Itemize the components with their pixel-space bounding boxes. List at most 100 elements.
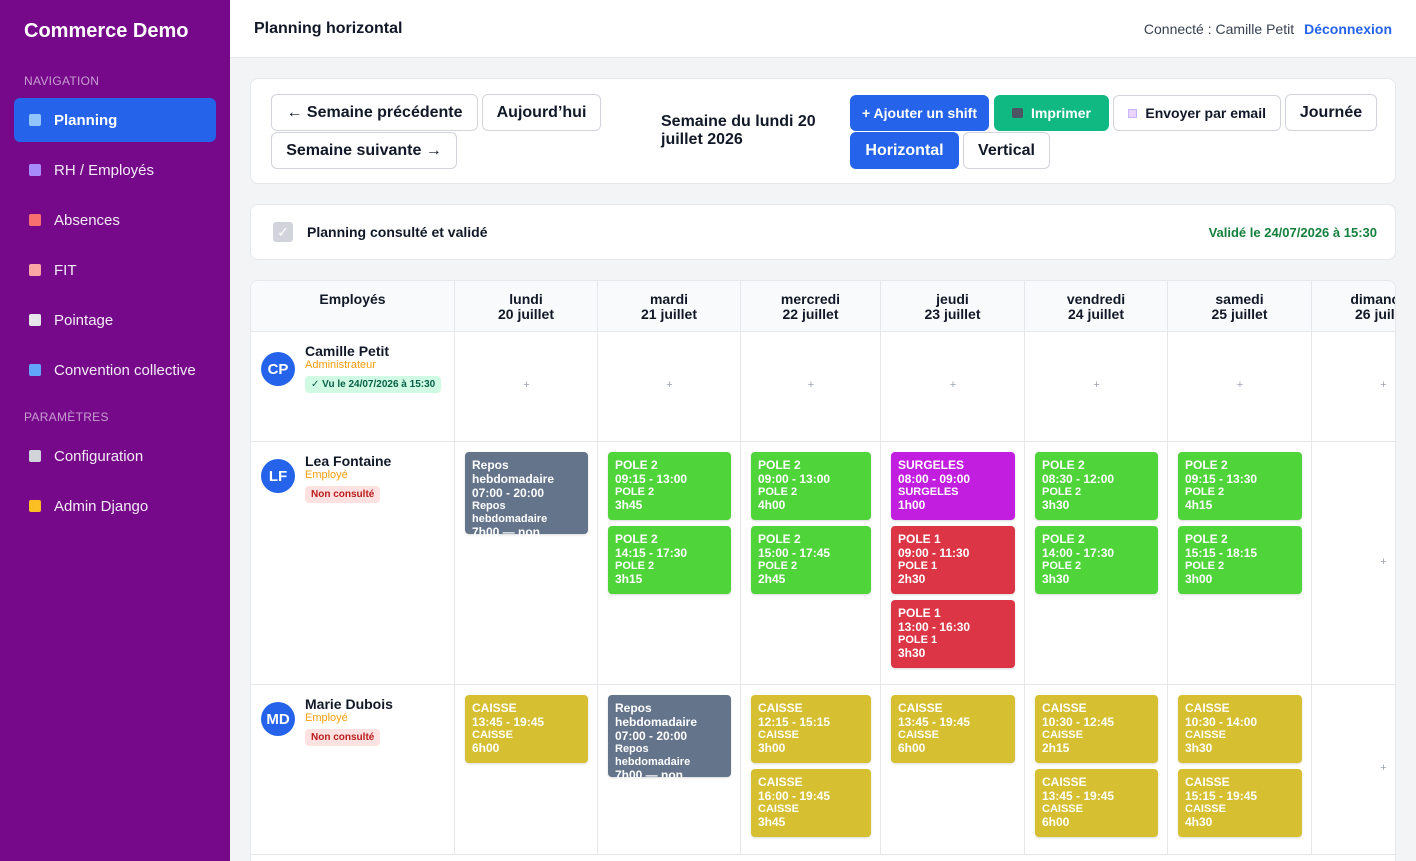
shift-time: 12:15 - 15:15 [758, 715, 831, 729]
shift-title: POLE 2 [615, 458, 658, 472]
day-cell[interactable]: POLE 2 09:15 - 13:00 POLE 2 3h45 POLE 2 14:15… [598, 442, 741, 684]
grid-header-row: Employés lundi 20 juillet mardi 21 juillet me… [251, 281, 1395, 332]
print-button[interactable]: Imprimer [994, 95, 1109, 131]
shift-card[interactable]: POLE 1 13:00 - 16:30 POLE 1 3h30 [891, 600, 1015, 668]
day-cell[interactable]: + [598, 332, 741, 441]
shift-duration: 4h00 [758, 498, 786, 512]
shift-card[interactable]: POLE 2 15:00 - 17:45 POLE 2 2h45 [751, 526, 871, 594]
add-shift-plus[interactable]: + [666, 379, 673, 391]
day-cell[interactable]: + [1025, 332, 1168, 441]
shift-card[interactable]: CAISSE 13:45 - 19:45 CAISSE 6h00 [1035, 769, 1158, 837]
shift-card[interactable]: CAISSE 10:30 - 12:45 CAISSE 2h15 [1035, 695, 1158, 763]
shift-post: POLE 2 [615, 560, 655, 572]
shift-post: POLE 1 [898, 634, 938, 646]
shift-card[interactable]: CAISSE 10:30 - 14:00 CAISSE 3h30 [1178, 695, 1302, 763]
shift-card[interactable]: CAISSE 13:45 - 19:45 CAISSE 6h00 [891, 695, 1015, 763]
validated-checkbox[interactable]: ✓ [273, 222, 293, 242]
shift-card[interactable]: SURGELES 08:00 - 09:00 SURGELES 1h00 [891, 452, 1015, 520]
shift-duration: 4h30 [1185, 815, 1213, 829]
sidebar-item-planning[interactable]: Planning [14, 98, 216, 142]
previous-week-button[interactable]: ← Semaine précédente [271, 94, 478, 131]
logout-link[interactable]: Déconnexion [1304, 20, 1392, 37]
day-cell[interactable]: + [881, 332, 1025, 441]
shift-card[interactable]: POLE 2 14:15 - 17:30 POLE 2 3h15 [608, 526, 731, 594]
day-view-button[interactable]: Journée [1285, 94, 1377, 131]
shift-duration: 3h15 [615, 572, 643, 586]
avatar: CP [261, 352, 295, 386]
shift-card[interactable]: POLE 1 09:00 - 11:30 POLE 1 2h30 [891, 526, 1015, 594]
shift-post: POLE 2 [1185, 486, 1225, 498]
add-shift-plus[interactable]: + [1380, 379, 1387, 391]
shift-card[interactable]: POLE 2 09:15 - 13:00 POLE 2 3h45 [608, 452, 731, 520]
day-cell[interactable]: POLE 2 09:15 - 13:30 POLE 2 4h15 POLE 2 15:15… [1168, 442, 1312, 684]
day-cell[interactable]: Repos hebdomadaire 07:00 - 20:00 Repos heb… [598, 685, 741, 854]
sidebar-item-rh-employ-s[interactable]: RH / Employés [14, 148, 216, 192]
shift-card[interactable]: CAISSE 12:15 - 15:15 CAISSE 3h00 [751, 695, 871, 763]
day-cell[interactable]: + [1168, 332, 1312, 441]
day-header: lundi 20 juillet [455, 281, 598, 332]
shift-time: 08:30 - 12:00 [1042, 472, 1115, 486]
shift-card[interactable]: Repos hebdomadaire 07:00 - 20:00 Repos heb… [465, 452, 588, 552]
shift-duration: 3h30 [1042, 572, 1070, 586]
shift-card[interactable]: POLE 2 14:00 - 17:30 POLE 2 3h30 [1035, 526, 1158, 594]
shift-card[interactable]: POLE 2 08:30 - 12:00 POLE 2 3h30 [1035, 452, 1158, 520]
day-cell[interactable]: CAISSE 10:30 - 12:45 CAISSE 2h15 CAISSE 13:45… [1025, 685, 1168, 854]
today-button[interactable]: Aujourd’hui [482, 94, 601, 131]
email-button[interactable]: Envoyer par email [1113, 95, 1281, 131]
shift-card[interactable]: CAISSE 15:15 - 19:45 CAISSE 4h30 [1178, 769, 1302, 837]
shift-card[interactable]: Repos hebdomadaire 07:00 - 20:00 Repos heb… [608, 695, 731, 795]
shift-post: POLE 1 [898, 560, 938, 572]
day-cell[interactable]: CAISSE 10:30 - 14:00 CAISSE 3h30 CAISSE 15:15… [1168, 685, 1312, 854]
shift-post: CAISSE [758, 803, 799, 815]
nav-list: Planning RH / Employés Absences FIT Pointage… [0, 88, 230, 392]
horizontal-view-button[interactable]: Horizontal [850, 132, 959, 169]
day-cell[interactable]: POLE 2 08:30 - 12:00 POLE 2 3h30 POLE 2 14:00… [1025, 442, 1168, 684]
people-icon [28, 163, 42, 177]
shift-card[interactable]: CAISSE 16:00 - 19:45 CAISSE 3h45 [751, 769, 871, 837]
shift-card[interactable]: CAISSE 13:45 - 19:45 CAISSE 6h00 [465, 695, 588, 763]
day-cell[interactable]: + [1312, 685, 1395, 854]
add-shift-button[interactable]: + Ajouter un shift [850, 95, 989, 131]
sidebar-item-fit[interactable]: FIT [14, 248, 216, 292]
add-shift-plus[interactable]: + [807, 379, 815, 391]
shift-title: CAISSE [1042, 701, 1087, 715]
shift-card[interactable]: POLE 2 09:00 - 13:00 POLE 2 4h00 [751, 452, 871, 520]
add-shift-plus[interactable]: + [1380, 555, 1387, 568]
shift-post: CAISSE [472, 729, 513, 741]
day-cell[interactable]: + [741, 332, 881, 441]
day-date: 26 juillet [1354, 306, 1395, 322]
day-cell[interactable]: CAISSE 13:45 - 19:45 CAISSE 6h00 [455, 685, 598, 854]
day-cell[interactable]: POLE 2 09:00 - 13:00 POLE 2 4h00 POLE 2 15:00… [741, 442, 881, 684]
add-shift-plus[interactable]: + [523, 379, 530, 391]
day-cell[interactable]: + [1312, 332, 1395, 441]
add-shift-plus[interactable]: + [1236, 379, 1244, 391]
shift-time: 07:00 - 20:00 [615, 729, 688, 743]
day-name: jeudi [936, 291, 969, 307]
shift-card[interactable]: POLE 2 15:15 - 18:15 POLE 2 3h00 [1178, 526, 1302, 594]
sidebar-item-label: Pointage [54, 311, 114, 329]
add-shift-plus[interactable]: + [1093, 379, 1100, 391]
shift-duration: 1h00 [898, 498, 926, 512]
day-cell[interactable]: + [1312, 442, 1395, 684]
user-area: Connecté : Camille Petit Déconnexion [1144, 21, 1392, 37]
sidebar-item-label: RH / Employés [54, 161, 155, 179]
print-label: Imprimer [1031, 105, 1091, 121]
day-cell[interactable]: Repos hebdomadaire 07:00 - 20:00 Repos heb… [455, 442, 598, 684]
add-shift-plus[interactable]: + [1380, 762, 1387, 774]
day-cell[interactable]: CAISSE 12:15 - 15:15 CAISSE 3h00 CAISSE 16:00… [741, 685, 881, 854]
shift-card[interactable]: POLE 2 09:15 - 13:30 POLE 2 4h15 [1178, 452, 1302, 520]
next-week-button[interactable]: Semaine suivante → [271, 132, 457, 169]
add-shift-plus[interactable]: + [949, 379, 957, 391]
shift-duration: 3h45 [615, 498, 643, 512]
vertical-view-button[interactable]: Vertical [963, 132, 1050, 169]
sidebar-item-convention-collective[interactable]: Convention collective [14, 348, 216, 392]
sidebar-item-admin-django[interactable]: Admin Django [14, 484, 216, 528]
day-cell[interactable]: CAISSE 13:45 - 19:45 CAISSE 6h00 [881, 685, 1025, 854]
sidebar-item-configuration[interactable]: Configuration [14, 434, 216, 478]
day-cell[interactable]: + [455, 332, 598, 441]
shift-time: 14:15 - 17:30 [615, 546, 688, 560]
shift-time: 13:45 - 19:45 [1042, 789, 1115, 803]
sidebar-item-absences[interactable]: Absences [14, 198, 216, 242]
sidebar-item-pointage[interactable]: Pointage [14, 298, 216, 342]
